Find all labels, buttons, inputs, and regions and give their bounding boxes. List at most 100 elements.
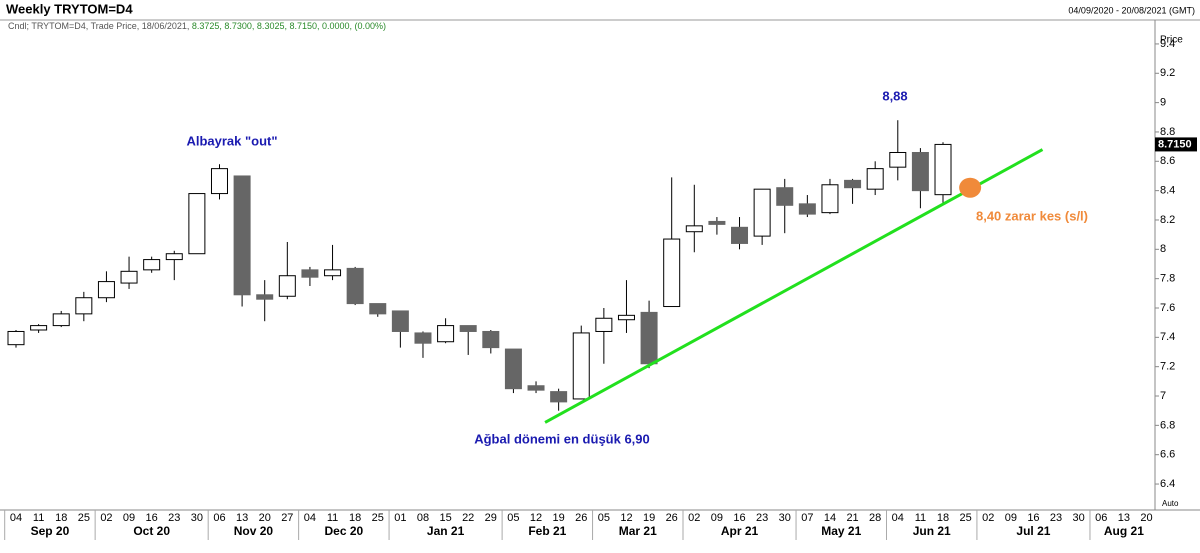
month-label: Mar 21 <box>619 524 657 538</box>
x-tick-label: 09 <box>711 512 723 524</box>
candle-body <box>821 184 839 214</box>
x-tick-label: 02 <box>100 512 112 524</box>
x-tick-label: 08 <box>417 512 429 524</box>
x-tick-label: 26 <box>575 512 587 524</box>
x-tick-label: 25 <box>372 512 384 524</box>
candle-body <box>52 313 70 327</box>
x-tick-label: 06 <box>213 512 225 524</box>
y-tick-label: 6.4 <box>1160 478 1175 490</box>
y-tick-label: 8.6 <box>1160 155 1175 167</box>
y-tick-label: 6.8 <box>1160 419 1175 431</box>
candle-body <box>685 225 703 233</box>
month-label: Sep 20 <box>31 524 70 538</box>
x-tick-label: 02 <box>688 512 700 524</box>
y-tick-label: 8.2 <box>1160 214 1175 226</box>
candle-body <box>550 391 568 403</box>
x-tick-label: 11 <box>33 512 44 524</box>
x-tick-label: 22 <box>462 512 474 524</box>
y-tick-label: 8.4 <box>1160 185 1175 197</box>
candle-body <box>30 325 48 331</box>
candle-body <box>844 179 862 189</box>
x-tick-label: 18 <box>349 512 361 524</box>
x-tick-label: 05 <box>598 512 610 524</box>
x-tick-label: 11 <box>327 512 338 524</box>
month-label: May 21 <box>821 524 861 538</box>
trendline <box>544 148 1044 424</box>
x-tick-label: 12 <box>530 512 542 524</box>
x-tick-label: 27 <box>281 512 293 524</box>
x-tick-label: 30 <box>1073 512 1085 524</box>
candle-body <box>120 270 138 284</box>
x-tick-label: 09 <box>1005 512 1017 524</box>
x-tick-label: 23 <box>756 512 768 524</box>
candle-body <box>753 188 771 237</box>
candle-body <box>731 226 749 244</box>
candle-body <box>708 220 726 225</box>
month-label: Jun 21 <box>913 524 951 538</box>
candle-body <box>798 203 816 215</box>
candle-body <box>75 297 93 315</box>
x-tick-label: 25 <box>959 512 971 524</box>
x-tick-label: 04 <box>10 512 22 524</box>
y-tick-label: 9 <box>1160 97 1166 109</box>
candle-body <box>889 151 907 168</box>
candle-body <box>346 267 364 305</box>
y-tick-label: 7.4 <box>1160 331 1175 343</box>
candle-body <box>663 238 681 308</box>
x-tick-label: 12 <box>620 512 632 524</box>
x-tick-label: 30 <box>779 512 791 524</box>
candle-body <box>97 281 115 299</box>
x-tick-label: 20 <box>1140 512 1152 524</box>
candle-body <box>210 168 228 195</box>
x-tick-label: 29 <box>485 512 497 524</box>
y-axis-label: Price <box>1160 35 1183 46</box>
x-tick-label: 19 <box>643 512 655 524</box>
x-tick-label: 16 <box>1027 512 1039 524</box>
x-tick-label: 26 <box>666 512 678 524</box>
y-tick-label: 7.2 <box>1160 361 1175 373</box>
month-label: Aug 21 <box>1104 524 1144 538</box>
y-tick-label: 9.2 <box>1160 67 1175 79</box>
legend-prefix: Cndl; TRYTOM=D4, Trade Price, 18/06/2021… <box>8 21 189 31</box>
last-price-tag <box>1155 137 1197 152</box>
x-tick-label: 05 <box>507 512 519 524</box>
x-tick-label: 18 <box>937 512 949 524</box>
y-tick-label: 7.8 <box>1160 273 1175 285</box>
candle-body <box>459 325 477 332</box>
candle-body <box>527 385 545 391</box>
candle-body <box>301 269 319 278</box>
last-price-label: 8.7150 <box>1158 138 1192 150</box>
x-tick-label: 04 <box>304 512 316 524</box>
x-tick-label: 13 <box>236 512 248 524</box>
month-label: Jan 21 <box>427 524 465 538</box>
y-tick-label: 8 <box>1160 243 1166 255</box>
x-tick-label: 20 <box>259 512 271 524</box>
x-tick-label: 07 <box>801 512 813 524</box>
candle-body <box>911 151 929 192</box>
candle-body <box>143 259 161 271</box>
chart-title: Weekly TRYTOM=D4 <box>6 1 133 16</box>
x-tick-label: 16 <box>733 512 745 524</box>
x-tick-label: 15 <box>439 512 451 524</box>
month-label: Apr 21 <box>721 524 759 538</box>
candle-body <box>369 303 387 315</box>
x-tick-label: 23 <box>1050 512 1062 524</box>
stop-marker <box>959 177 982 198</box>
y-tick-label: 7 <box>1160 390 1166 402</box>
candle-body <box>256 294 274 300</box>
month-label: Nov 20 <box>234 524 274 538</box>
x-tick-label: 19 <box>553 512 565 524</box>
annotation: 8,88 <box>882 88 907 103</box>
x-tick-label: 11 <box>915 512 926 524</box>
x-tick-label: 28 <box>869 512 881 524</box>
candle-body <box>391 310 409 332</box>
candle-body <box>233 175 251 296</box>
candle-body <box>188 193 206 255</box>
x-tick-label: 16 <box>146 512 158 524</box>
month-label: Oct 20 <box>133 524 170 538</box>
month-label: Jul 21 <box>1016 524 1050 538</box>
candle-body <box>7 330 25 346</box>
x-tick-label: 23 <box>168 512 180 524</box>
